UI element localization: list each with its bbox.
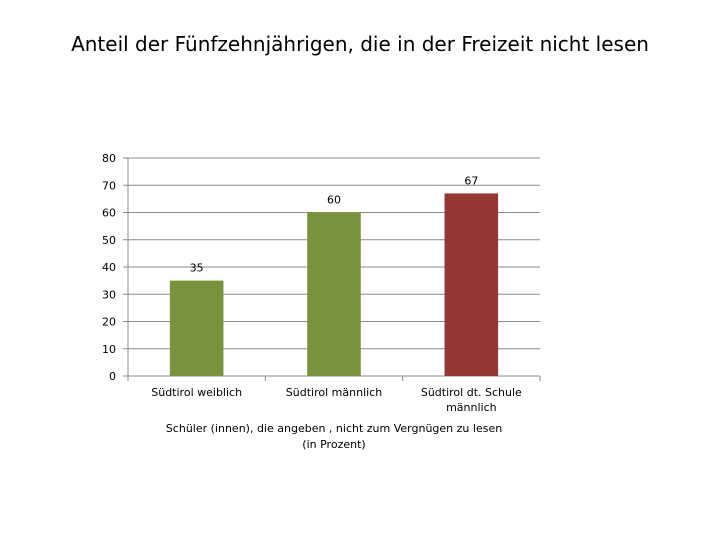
y-tick-label: 10 <box>102 343 116 356</box>
category-label: Südtirol dt. Schule männlich <box>421 386 522 414</box>
data-label: 60 <box>327 194 341 207</box>
bar <box>444 193 499 376</box>
labels: 35 Südtirol weiblich 60 Südtirol männlich 67… <box>151 174 522 451</box>
y-tick-label: 80 <box>102 152 116 165</box>
category-label: Südtirol männlich <box>286 386 382 399</box>
y-tick-label: 20 <box>102 316 116 329</box>
chart-title: Anteil der Fünfzehnjährigen, die in der … <box>71 32 649 56</box>
y-tick-label: 30 <box>102 288 116 301</box>
x-axis-title: Schüler (innen), die angeben , nicht zum… <box>166 422 502 451</box>
y-tick-label: 70 <box>102 179 116 192</box>
data-label: 67 <box>464 174 478 187</box>
y-tick-label: 60 <box>102 207 116 220</box>
y-tick-label: 40 <box>102 261 116 274</box>
data-label: 35 <box>190 262 204 275</box>
category-label: Südtirol weiblich <box>151 386 242 399</box>
y-tick-label: 0 <box>109 370 116 383</box>
y-tick-label: 50 <box>102 234 116 247</box>
bar <box>169 280 224 376</box>
bar <box>307 212 361 376</box>
bars <box>169 193 499 376</box>
